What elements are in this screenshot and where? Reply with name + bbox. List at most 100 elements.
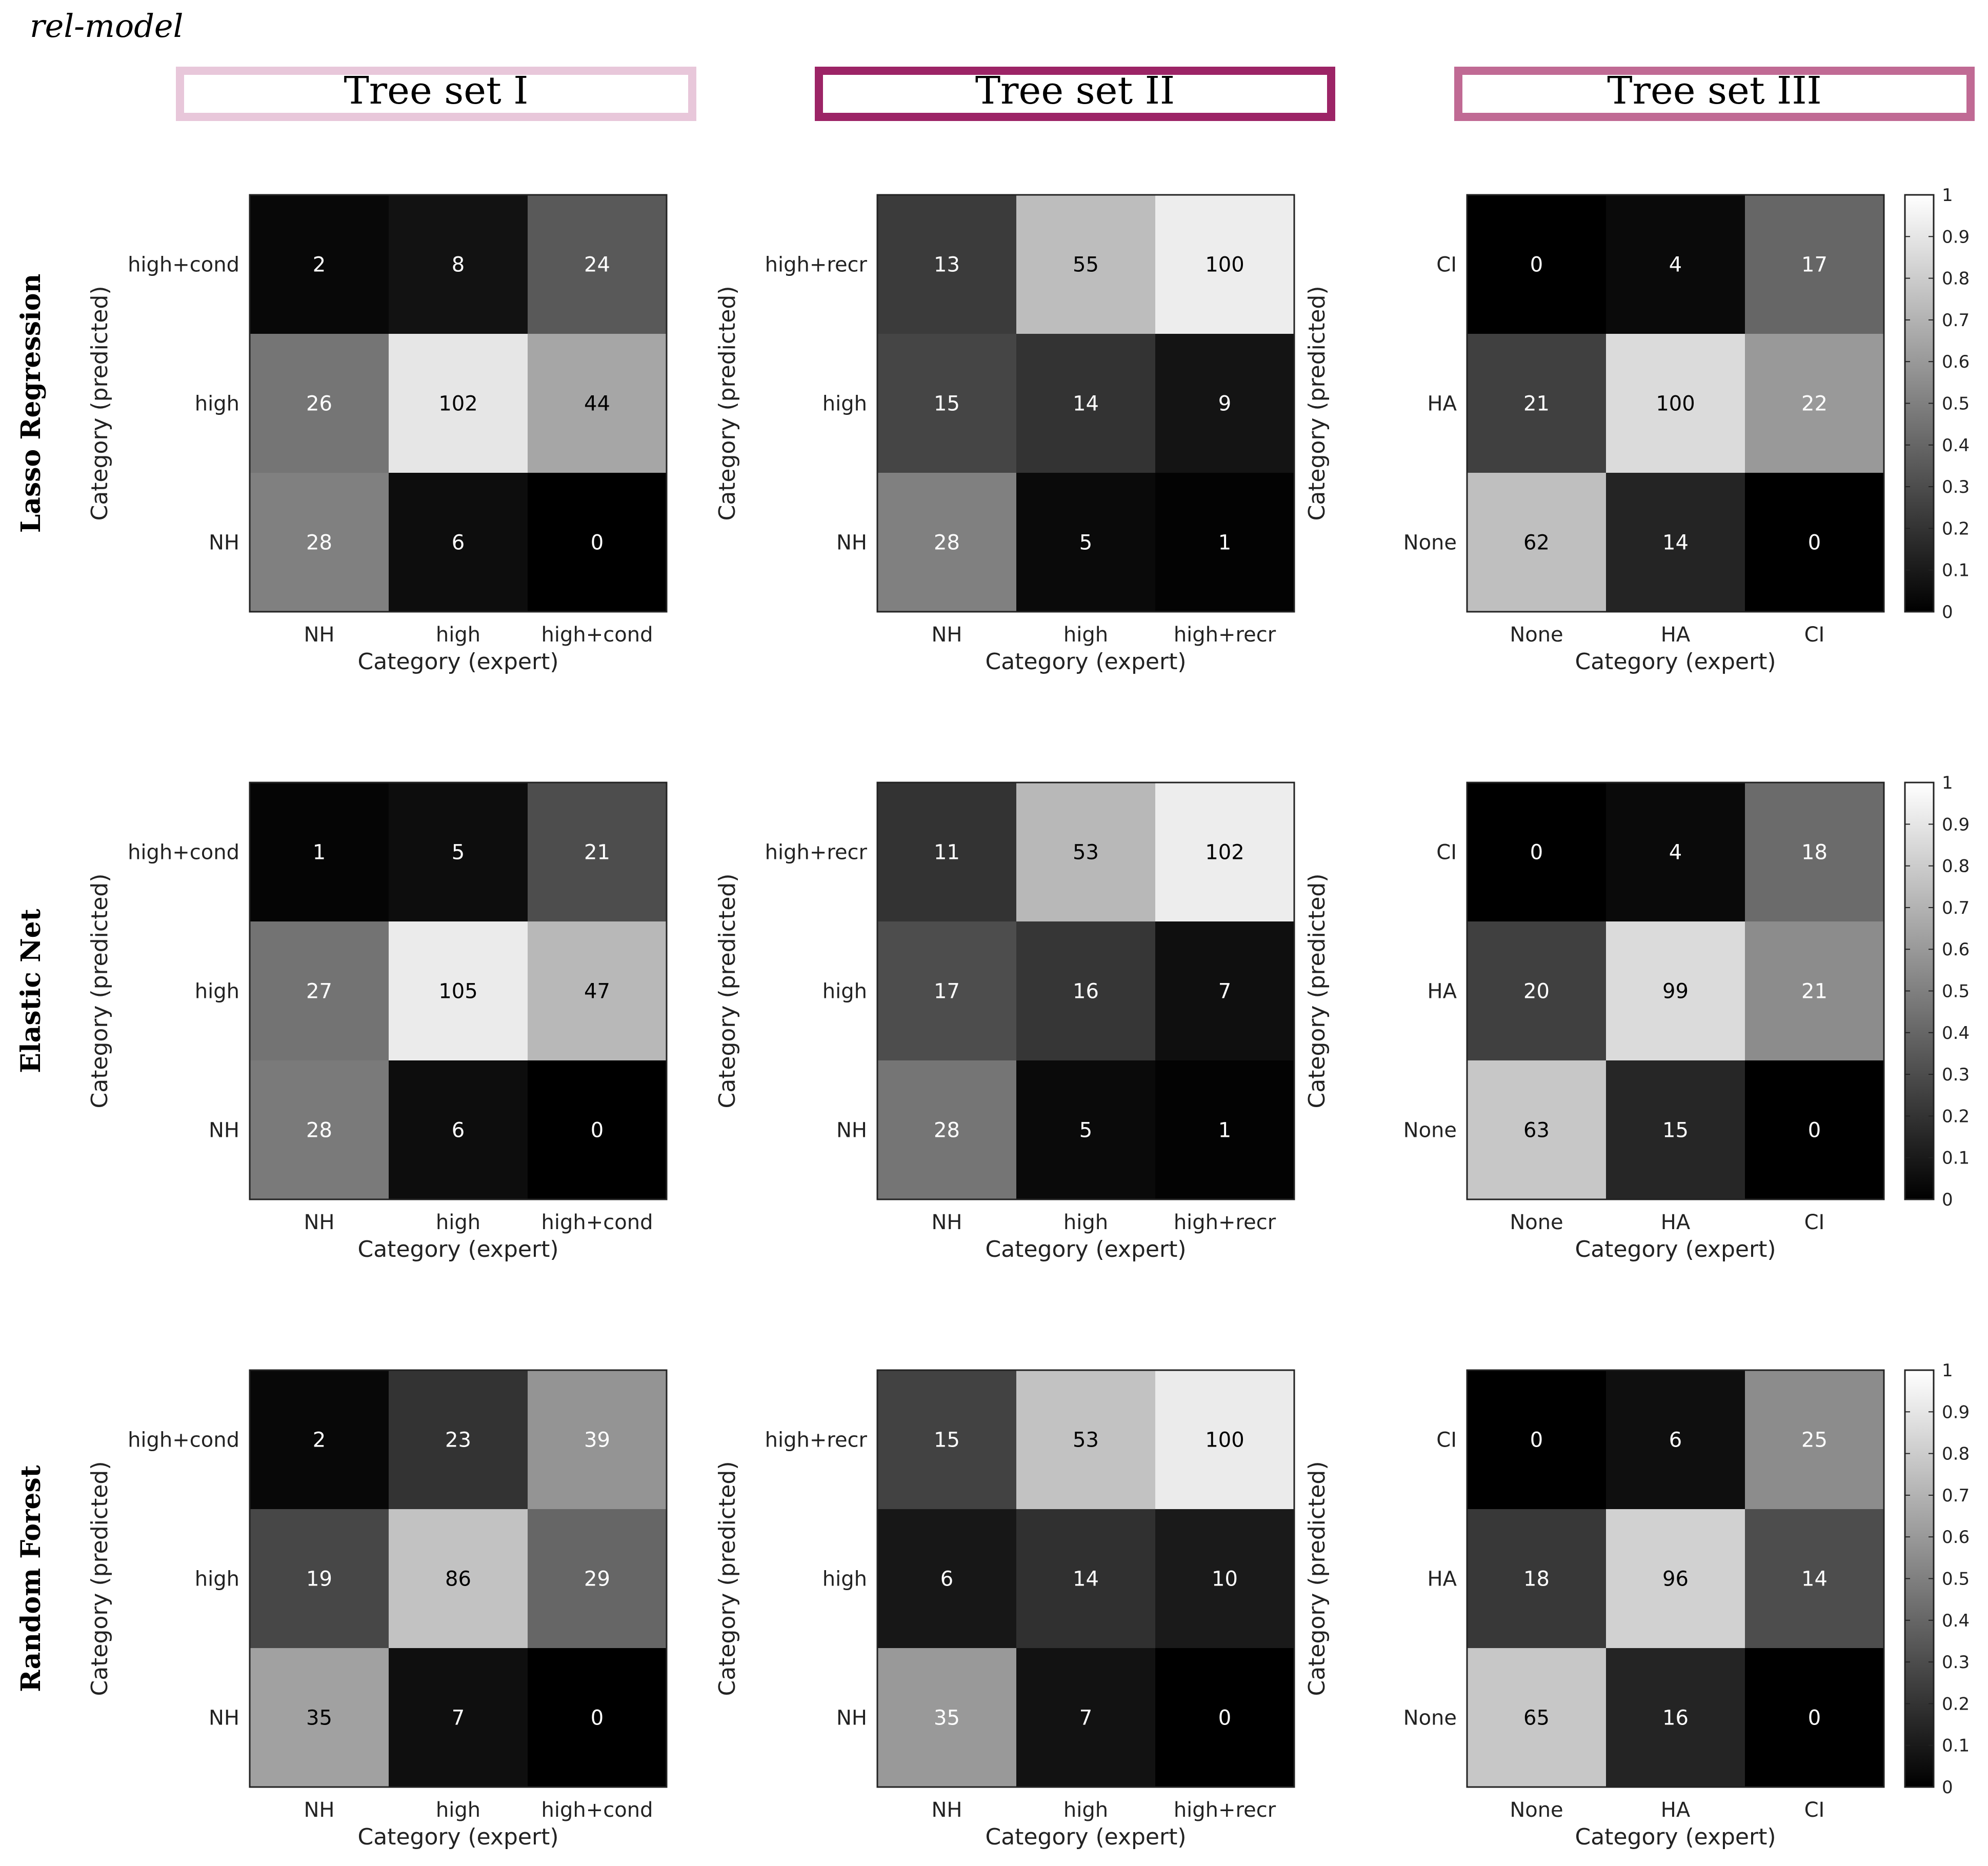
cell-value-label: 65 xyxy=(1523,1707,1550,1730)
cell-value-label: 28 xyxy=(306,1119,332,1142)
heatmap-cell xyxy=(877,1060,1017,1200)
heatmap-cell xyxy=(1745,473,1884,612)
y-axis-label: Category (predicted) xyxy=(714,873,740,1108)
heatmap-cell xyxy=(1016,1648,1156,1788)
colorbar-1: 0 0.1 0.2 0.3 0.4 0.5 0.6 0.7 0.8 0.9 1 xyxy=(1904,185,1970,623)
y-tick-label: HA xyxy=(1428,392,1457,416)
y-tick-label: high+cond xyxy=(128,1429,239,1452)
cell-value-label: 21 xyxy=(1801,980,1828,1004)
heatmap-cell xyxy=(1016,334,1156,473)
heatmap-cell xyxy=(1016,782,1156,922)
colorbar-tick-label: 0.8 xyxy=(1942,856,1970,877)
heatmap-cell xyxy=(528,1060,667,1200)
cell-value-label: 16 xyxy=(1662,1707,1689,1730)
cell-value-label: 100 xyxy=(1656,392,1695,416)
x-tick-label: high xyxy=(436,1798,480,1822)
cell-value-label: 63 xyxy=(1523,1119,1550,1142)
cell-value-label: 53 xyxy=(1073,841,1099,865)
cell-value-label: 25 xyxy=(1801,1429,1828,1452)
heatmap-cell xyxy=(1016,1509,1156,1649)
cell-value-label: 6 xyxy=(452,1119,465,1142)
x-axis-label: Category (expert) xyxy=(986,1824,1187,1850)
cell-value-label: 35 xyxy=(934,1707,960,1730)
heatmap-cell xyxy=(528,782,667,922)
column-title-box-1: Tree set I xyxy=(176,67,696,121)
heatmap-cell xyxy=(1467,334,1607,473)
heatmap-panel-2-3: 0 4 18 20 99 21 63 15 0 CI HA None None HA CI Category … xyxy=(1304,781,1885,1262)
x-tick-label: high+cond xyxy=(541,623,653,647)
heatmap-cell xyxy=(389,1648,528,1788)
y-tick-label: high+recr xyxy=(765,841,868,865)
heatmap-cell xyxy=(1155,1060,1295,1200)
x-tick-label: high xyxy=(1063,1798,1108,1822)
x-tick-label: HA xyxy=(1661,1798,1691,1822)
heatmap-cell xyxy=(1467,1060,1607,1200)
column-title-1: Tree set I xyxy=(344,69,528,113)
heatmap-frame xyxy=(249,1369,668,1788)
cell-value-label: 24 xyxy=(584,253,610,277)
y-axis-label: Category (predicted) xyxy=(87,1461,113,1696)
cell-value-label: 0 xyxy=(1530,841,1543,865)
y-axis-label: Category (predicted) xyxy=(1304,1461,1330,1696)
x-tick-label: high+cond xyxy=(541,1211,653,1234)
colorbar-tick-label: 0.3 xyxy=(1942,1652,1970,1673)
cell-value-label: 2 xyxy=(313,1429,326,1452)
y-tick-label: NH xyxy=(836,1119,867,1142)
heatmap-panel-3-3: 0 6 25 18 96 14 65 16 0 CI HA None None HA CI Category … xyxy=(1304,1369,1885,1850)
heatmap-cell xyxy=(528,195,667,334)
cell-value-label: 28 xyxy=(934,531,960,555)
x-tick-label: HA xyxy=(1661,1211,1691,1234)
heatmap-cell xyxy=(250,921,389,1061)
colorbar-tick-label: 1 xyxy=(1942,773,1953,793)
x-tick-label: NH xyxy=(932,1798,962,1822)
heatmap-cell xyxy=(1467,473,1607,612)
y-axis-label: Category (predicted) xyxy=(87,286,113,520)
cell-value-label: 14 xyxy=(1801,1568,1828,1591)
cell-value-label: 1 xyxy=(1218,1119,1231,1142)
heatmap-frame xyxy=(249,781,668,1200)
heatmap-cell xyxy=(877,921,1017,1061)
cell-value-label: 14 xyxy=(1073,1568,1099,1591)
colorbar-tick-label: 0.6 xyxy=(1942,939,1970,960)
cell-value-label: 28 xyxy=(306,531,332,555)
heatmap-cell xyxy=(1155,1509,1295,1649)
cell-value-label: 0 xyxy=(591,1707,604,1730)
y-tick-label: high+cond xyxy=(128,253,239,277)
heatmap-cell xyxy=(1745,1370,1884,1510)
y-tick-label: high xyxy=(195,980,239,1004)
x-axis-label: Category (expert) xyxy=(358,649,559,675)
cell-value-label: 0 xyxy=(1808,531,1821,555)
colorbar-tick-label: 0.4 xyxy=(1942,1023,1970,1044)
colorbar-tick-label: 0.1 xyxy=(1942,1736,1970,1756)
x-tick-label: HA xyxy=(1661,623,1691,647)
row-title-3: Random Forest xyxy=(15,1465,47,1692)
heatmap-panel-1-2: 13 55 100 15 14 9 28 5 1 high+recr high NH NH high hig… xyxy=(714,194,1295,675)
x-tick-label: NH xyxy=(304,623,335,647)
y-tick-label: NH xyxy=(209,1707,239,1730)
heatmap-cell xyxy=(389,195,528,334)
colorbar-3: 0 0.1 0.2 0.3 0.4 0.5 0.6 0.7 0.8 0.9 1 xyxy=(1904,1360,1970,1798)
colorbar-tick-label: 0.4 xyxy=(1942,1611,1970,1631)
cell-value-label: 44 xyxy=(584,392,610,416)
colorbar-tick-label: 0.9 xyxy=(1942,227,1970,247)
colorbar-tick-label: 0.2 xyxy=(1942,1106,1970,1127)
x-axis-label: Category (expert) xyxy=(358,1824,559,1850)
heatmap-cell xyxy=(1016,1060,1156,1200)
colorbar-tick-label: 1 xyxy=(1942,1360,1953,1381)
heatmap-cell xyxy=(1467,1509,1607,1649)
colorbar-tick-label: 0.9 xyxy=(1942,814,1970,835)
cell-value-label: 17 xyxy=(1801,253,1828,277)
y-tick-label: NH xyxy=(209,1119,239,1142)
cell-value-label: 0 xyxy=(1530,1429,1543,1452)
y-tick-label: CI xyxy=(1436,841,1457,865)
heatmap-panel-2-2: 11 53 102 17 16 7 28 5 1 high+recr high NH NH high hig… xyxy=(714,781,1295,1262)
heatmap-cell xyxy=(1016,473,1156,612)
cell-value-label: 21 xyxy=(1523,392,1550,416)
y-tick-label: high xyxy=(822,392,867,416)
colorbar-tick-label: 0.1 xyxy=(1942,560,1970,581)
cell-value-label: 7 xyxy=(1079,1707,1092,1730)
heatmap-cell xyxy=(1467,782,1607,922)
cell-value-label: 26 xyxy=(306,392,332,416)
